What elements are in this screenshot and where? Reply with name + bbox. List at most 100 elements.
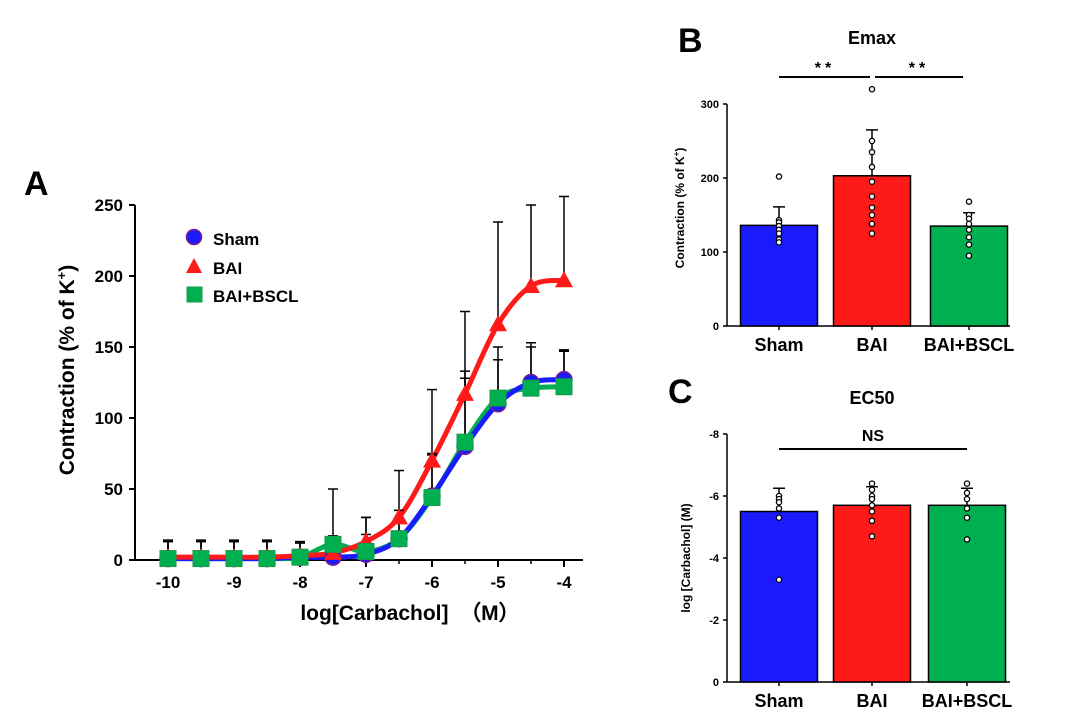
panel-b-individual-point: [775, 173, 783, 180]
panel-b-individual-point: [868, 178, 876, 185]
panel-c-individual-point: [868, 508, 876, 515]
panel-a-y-tick-label: 200: [95, 267, 123, 286]
panel-c-letter: C: [668, 373, 693, 411]
panel-b-individual-point: [868, 137, 876, 145]
panel-b-individual-point: [868, 230, 876, 237]
panel-a-x-axis-label: log[Carbachol] （M）: [300, 601, 519, 625]
panel-b-y-tick-label: 0: [713, 321, 719, 333]
panel-a-x-tick-label: -5: [490, 573, 505, 592]
panel-b-sig-label-right: **: [909, 60, 929, 77]
panel-a-data-points: [159, 271, 573, 568]
fit-curve-bai: [165, 277, 567, 560]
data-point-baibscl: [357, 542, 375, 560]
panel-c-individual-point: [775, 576, 783, 583]
panel-b-individual-point: [965, 220, 973, 228]
data-point-bai: [522, 276, 540, 293]
panel-b-sig-label-left: **: [815, 60, 835, 77]
panel-b-individual-point: [868, 220, 876, 228]
panel-c-individual-point: [963, 514, 971, 521]
panel-c-individual-point: [963, 480, 971, 487]
panel-a-y-tick-label: 250: [95, 196, 123, 215]
panel-b-individual-point: [775, 230, 783, 237]
legend-label-bai: BAI: [213, 259, 242, 278]
panel-c-individual-point: [868, 533, 876, 540]
data-point-baibscl: [291, 548, 309, 566]
data-point-baibscl: [225, 550, 243, 568]
panel-b-bar-baibscl: [929, 225, 1009, 327]
panel-b-individual-point: [868, 211, 876, 219]
legend-marker-baibscl: [186, 286, 203, 303]
panel-c-individual-point: [868, 495, 876, 503]
panel-b-individual-point: [868, 193, 876, 200]
panel-b-bar-bai: [832, 175, 912, 327]
panel-a-y-tick-label: 50: [104, 480, 123, 499]
panel-c-bar-baibscl: [927, 504, 1007, 683]
panel-a-y-axis-label: Contraction (% of K+): [54, 265, 79, 476]
panel-c-category-label: BAI+BSCL: [922, 691, 1013, 711]
panel-c-individual-point: [868, 517, 876, 525]
panel-c-category-label: BAI: [857, 691, 888, 711]
panel-a-y-tick-label: 150: [95, 338, 123, 357]
panel-b-y-axis-label: Contraction (% of K+): [672, 148, 687, 269]
data-point-baibscl: [159, 550, 177, 568]
data-point-bai: [456, 384, 474, 401]
panel-b-individual-point: [965, 226, 973, 234]
data-point-baibscl: [555, 378, 573, 396]
panel-a-x-tick-label: -4: [556, 573, 572, 592]
panel-b-category-label: BAI+BSCL: [924, 335, 1015, 355]
panel-b-title: Emax: [848, 28, 896, 48]
panel-b-individual-point: [868, 85, 876, 93]
panel-b-category-label: Sham: [754, 335, 803, 355]
panel-b: B Emax 0 100 200 300 Sham BAI BAI+BSCL Contrac…: [672, 22, 1014, 355]
panel-c-y-tick-label: -2: [709, 615, 719, 627]
legend-label-baibscl: BAI+BSCL: [213, 287, 298, 306]
panel-c-y-tick-label: 0: [713, 677, 719, 689]
data-point-baibscl: [192, 550, 210, 568]
data-point-baibscl: [423, 489, 441, 507]
panel-c-y-axis-label: log [Carbachol] (M): [679, 503, 693, 612]
data-point-bai: [489, 315, 507, 332]
panel-b-individual-point: [965, 241, 973, 248]
data-point-baibscl: [258, 550, 276, 568]
panel-c-ticks: 0 -2 -4 -6 -8 Sham BAI BAI+BSCL: [709, 429, 1012, 711]
data-point-baibscl: [489, 389, 507, 407]
legend-marker-sham: [185, 228, 203, 246]
panel-c-individual-point: [868, 486, 876, 494]
panel-c-y-tick-label: -6: [709, 491, 719, 503]
panel-a-error-bars: [163, 195, 569, 559]
panel-b-individual-point: [868, 148, 876, 156]
panel-a-x-tick-label: -9: [226, 573, 241, 592]
panel-c-individual-point: [775, 505, 783, 512]
panel-b-individual-point: [965, 215, 973, 222]
panel-c-individual-point: [775, 514, 783, 521]
panel-a-legend: Sham BAI BAI+BSCL: [185, 228, 298, 306]
panel-c-individual-point: [963, 495, 971, 503]
panel-b-y-tick-label: 300: [701, 99, 719, 111]
data-point-bai: [423, 451, 441, 468]
panel-b-ticks: 0 100 200 300 Sham BAI BAI+BSCL: [701, 99, 1015, 355]
panel-b-individual-point: [965, 252, 973, 259]
data-point-baibscl: [522, 379, 540, 397]
panel-c-y-tick-label: -8: [709, 429, 719, 441]
panel-a-x-tick-label: -7: [358, 573, 373, 592]
panel-c-individual-point: [963, 536, 971, 543]
panel-a-letter: A: [24, 165, 49, 203]
panel-b-individual-point: [965, 198, 973, 205]
data-point-bai: [555, 271, 573, 288]
panel-c-title: EC50: [849, 388, 894, 408]
panel-c-bar-bai: [832, 504, 912, 683]
panel-c-sig-label: NS: [862, 428, 885, 445]
panel-c-individual-point: [963, 505, 971, 512]
panel-a-x-tick-label: -6: [424, 573, 439, 592]
panel-b-individual-point: [868, 163, 876, 171]
panel-c-individual-point: [868, 480, 876, 487]
panel-b-individual-point: [775, 239, 783, 246]
legend-label-sham: Sham: [213, 230, 259, 249]
data-point-baibscl: [390, 530, 408, 548]
panel-b-y-tick-label: 100: [701, 247, 719, 259]
panel-a-x-tick-label: -8: [292, 573, 307, 592]
legend-marker-bai: [186, 258, 202, 273]
data-point-baibscl: [324, 535, 342, 553]
panel-b-individual-point: [965, 233, 973, 241]
panel-c: C EC50 0 -2 -4 -6 -8 Sham BAI BAI+BSCL log [Car…: [668, 373, 1012, 711]
